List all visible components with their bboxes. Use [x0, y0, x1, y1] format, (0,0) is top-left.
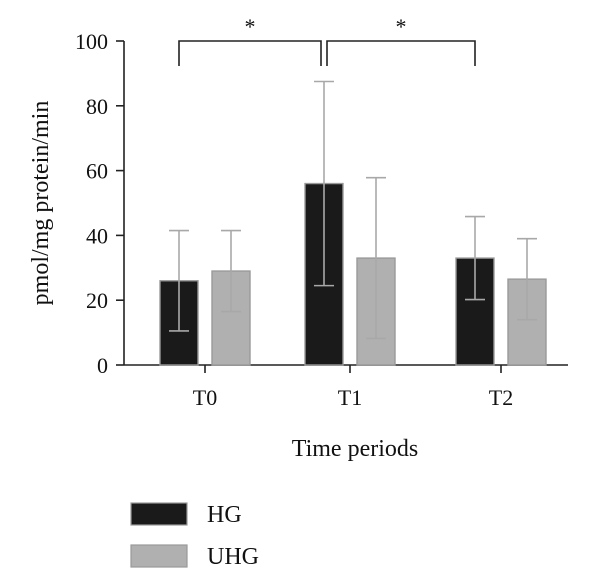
y-axis-title: pmol/mg protein/min	[28, 101, 54, 306]
bar-uhg-t0	[211, 270, 251, 366]
y-tick-label: 60	[86, 159, 108, 184]
x-tick-label: T1	[338, 385, 362, 410]
legend-swatch-uhg	[130, 544, 188, 568]
y-axis: 0 20 40 60 80 100	[75, 29, 125, 378]
legend-swatch-hg	[130, 502, 188, 526]
y-tick-label: 80	[86, 94, 108, 119]
significance-bracket	[326, 40, 476, 66]
bars	[159, 80, 547, 366]
y-tick-label: 40	[86, 223, 108, 248]
significance-brackets: * *	[178, 14, 476, 66]
significance-bracket	[178, 40, 322, 66]
y-tick-label: 100	[75, 29, 108, 54]
significance-label: *	[245, 14, 256, 39]
x-axis: T0 T1 T2	[124, 364, 568, 410]
y-tick-label: 0	[97, 353, 108, 378]
x-tick-label: T0	[193, 385, 217, 410]
x-axis-title: Time periods	[292, 436, 418, 462]
significance-label: *	[396, 14, 407, 39]
legend-label-uhg: UHG	[207, 544, 259, 570]
legend-label-hg: HG	[207, 502, 242, 528]
y-tick-label: 20	[86, 288, 108, 313]
x-tick-label: T2	[489, 385, 513, 410]
legend: HG UHG	[130, 502, 259, 570]
